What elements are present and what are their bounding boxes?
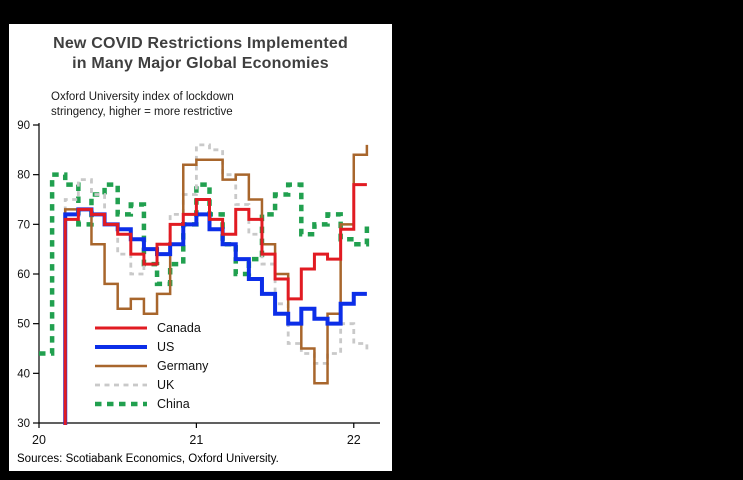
legend-label: US	[157, 339, 175, 354]
source-attribution: Sources: Scotiabank Economics, Oxford Un…	[17, 453, 279, 465]
chart-title-line1: New COVID Restrictions Implemented	[53, 35, 348, 52]
legend-label: UK	[157, 377, 175, 392]
y-tick-label: 50	[17, 319, 30, 331]
chart-subtitle-line2: stringency, higher = more restrictive	[51, 106, 233, 118]
x-tick-label: 22	[347, 433, 361, 447]
legend-swatch-uk	[95, 383, 147, 386]
series-line-uk	[63, 143, 369, 425]
chart-subtitle: Oxford University index of lockdown stri…	[51, 90, 234, 120]
legend-swatch-canada	[95, 326, 147, 329]
x-tick-label: 20	[32, 433, 46, 447]
legend-label: Canada	[157, 320, 201, 335]
legend-item-canada: Canada	[95, 318, 208, 337]
chart-legend: Canada US Germany UK China	[95, 318, 208, 413]
y-tick-label: 80	[17, 170, 30, 182]
legend-item-us: US	[95, 337, 208, 356]
chart-title-line2: in Many Major Global Economies	[72, 55, 329, 72]
x-tick-label: 21	[189, 433, 203, 447]
legend-label: Germany	[157, 358, 209, 373]
y-tick-label: 30	[17, 418, 30, 430]
chart-subtitle-line1: Oxford University index of lockdown	[51, 91, 234, 103]
legend-swatch-china	[95, 401, 147, 406]
legend-swatch-us	[95, 344, 147, 349]
legend-item-china: China	[95, 394, 208, 413]
legend-label: China	[157, 396, 190, 411]
y-tick-label: 70	[17, 219, 30, 231]
y-tick-label: 90	[17, 120, 30, 132]
legend-item-uk: UK	[95, 375, 208, 394]
series-line-germany	[63, 144, 369, 425]
chart-panel: New COVID Restrictions Implemented in Ma…	[9, 24, 392, 471]
legend-swatch-germany	[95, 364, 147, 367]
series-line-canada	[63, 183, 367, 425]
stringency-line-chart: 30 40 50 60 70 80 90 20 21 22	[17, 120, 380, 447]
y-tick-label: 40	[17, 368, 30, 380]
legend-item-germany: Germany	[95, 356, 208, 375]
y-tick-label: 60	[17, 269, 30, 281]
chart-title: New COVID Restrictions Implemented in Ma…	[9, 34, 392, 74]
